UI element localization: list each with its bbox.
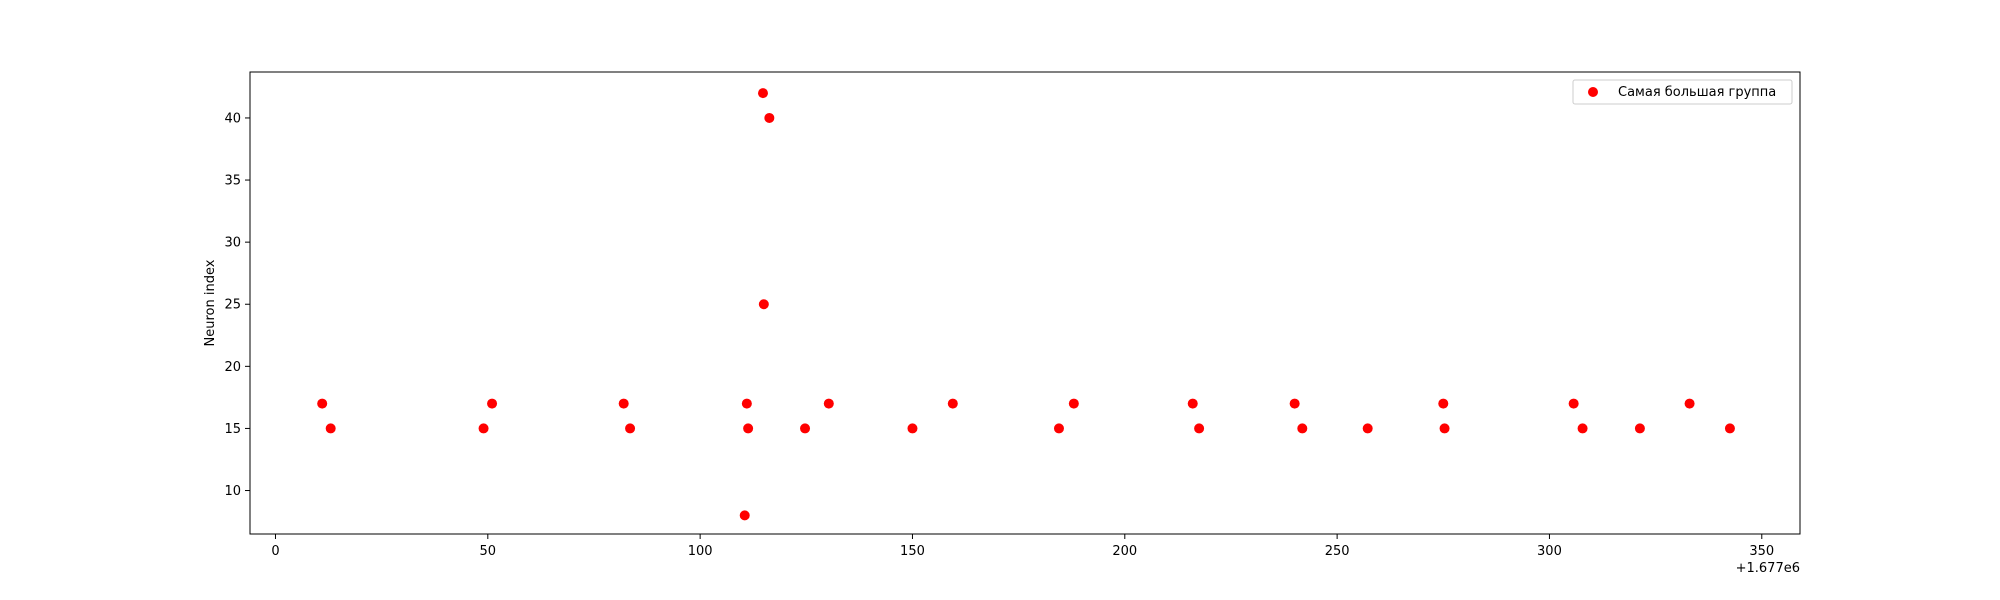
data-point [1438, 398, 1449, 409]
data-point [625, 423, 636, 434]
data-points [317, 88, 1735, 521]
data-point [1439, 423, 1450, 434]
y-axis-ticks: 10 15 20 25 30 35 40 [224, 111, 250, 499]
x-tick-label: 0 [271, 544, 279, 559]
x-axis-ticks: 0 50 100 150 200 250 300 350 [271, 534, 1774, 559]
data-point [1724, 423, 1735, 434]
x-axis-offset-label: +1.677e6 [1736, 561, 1800, 576]
x-tick-label: 100 [688, 544, 713, 559]
legend-label: Самая большая группа [1618, 85, 1776, 100]
data-point [325, 423, 336, 434]
legend: Самая большая группа [1572, 79, 1793, 105]
data-point [1289, 398, 1300, 409]
data-point [741, 398, 752, 409]
data-point [758, 299, 769, 310]
data-point [1053, 423, 1064, 434]
data-point [317, 398, 328, 409]
y-axis-title: Neuron index [203, 259, 218, 346]
y-tick-label: 20 [224, 360, 241, 375]
data-point [800, 423, 811, 434]
data-point [743, 423, 754, 434]
x-tick-label: 200 [1112, 544, 1137, 559]
x-tick-label: 50 [480, 544, 497, 559]
data-point [1634, 423, 1645, 434]
y-tick-label: 15 [224, 422, 241, 437]
data-point [487, 398, 498, 409]
y-tick-label: 35 [224, 174, 241, 189]
data-point [1362, 423, 1373, 434]
y-tick-label: 30 [224, 236, 241, 251]
plot-area [249, 71, 1801, 535]
data-point [739, 510, 750, 521]
data-point [1187, 398, 1198, 409]
y-tick-label: 25 [224, 298, 241, 313]
data-point [764, 112, 775, 123]
data-point [1577, 423, 1588, 434]
data-point [757, 88, 768, 99]
data-point [1068, 398, 1079, 409]
data-point [1568, 398, 1579, 409]
data-point [907, 423, 918, 434]
x-tick-label: 250 [1325, 544, 1350, 559]
x-tick-label: 150 [900, 544, 925, 559]
x-tick-label: 350 [1749, 544, 1774, 559]
x-tick-label: 300 [1537, 544, 1562, 559]
data-point [947, 398, 958, 409]
legend-marker [1588, 87, 1598, 97]
data-point [1194, 423, 1205, 434]
data-point [478, 423, 489, 434]
y-tick-label: 40 [224, 111, 241, 126]
legend-box [1572, 79, 1793, 105]
data-point [618, 398, 629, 409]
y-tick-label: 10 [224, 484, 241, 499]
data-point [1684, 398, 1695, 409]
data-point [823, 398, 834, 409]
data-point [1297, 423, 1308, 434]
